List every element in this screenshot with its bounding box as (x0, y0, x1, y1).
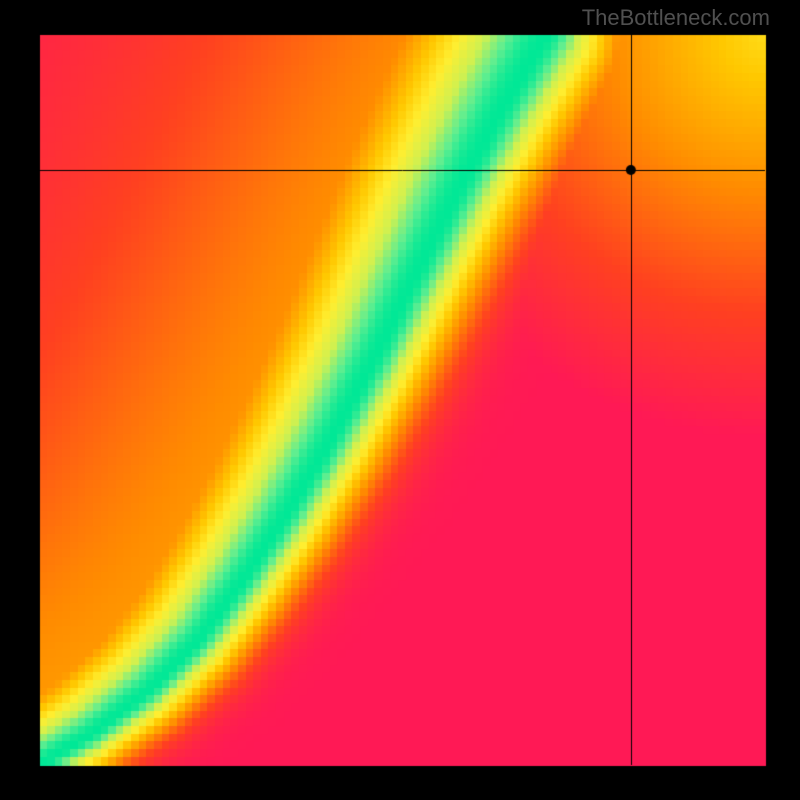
chart-container: TheBottleneck.com (0, 0, 800, 800)
heatmap-canvas (0, 0, 800, 800)
watermark-text: TheBottleneck.com (582, 5, 770, 31)
